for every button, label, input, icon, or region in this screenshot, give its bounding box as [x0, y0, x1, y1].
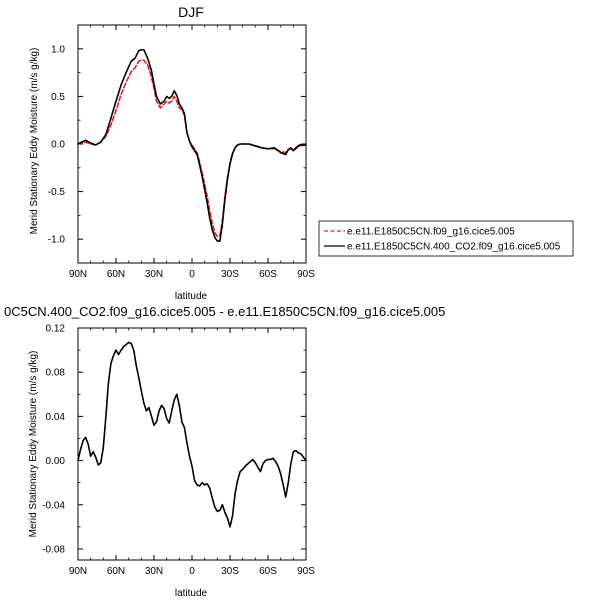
bottom-chart-x-tick-label: 30S	[221, 566, 239, 577]
top-chart-y-tick-label: 0.0	[51, 140, 65, 151]
bottom-chart-y-tick-label: 0.04	[46, 412, 66, 423]
bottom-chart-title: 0C5CN.400_CO2.f09_g16.cice5.005 - e.e11.…	[4, 304, 445, 319]
top-chart-series	[77, 48, 307, 242]
top-chart-x-tick-label: 60N	[107, 269, 125, 280]
bottom-chart-series-line-co2	[77, 341, 307, 528]
top-chart-title: DJF	[178, 4, 204, 20]
bottom-chart-x-tick-label: 90N	[69, 566, 87, 577]
bottom-chart-x-tick-label: 30N	[145, 566, 163, 577]
bottom-chart-series	[77, 341, 307, 528]
bottom-chart-ticks: 90N 60N 30N 0 30S 60S 90S 0.12 0.08 0.04 0.00 -0.04…	[42, 324, 315, 578]
bottom-chart-frame	[77, 327, 307, 561]
top-chart-y-tick-label: -0.5	[48, 187, 66, 198]
bottom-chart-x-tick-label: 60S	[259, 566, 277, 577]
top-chart-x-tick-label: 30N	[145, 269, 163, 280]
bottom-chart-y-axis-label: Merid Stationary Eddy Moisture (m/s g/kg…	[28, 351, 39, 538]
top-chart-x-tick-label: 60S	[259, 269, 277, 280]
top-chart-x-tick-label: 90S	[297, 269, 315, 280]
bottom-chart-y-tick-label: -0.04	[42, 500, 65, 511]
bottom-chart-y-tick-label: 0.12	[46, 324, 66, 335]
legend-label-co2: e.e11.E1850C5CN.400_CO2.f09_g16.cice5.00…	[347, 242, 561, 253]
bottom-chart-y-tick-label: -0.08	[42, 544, 65, 555]
bottom-chart-x-tick-label: 0	[189, 566, 195, 577]
top-chart-x-tick-label: 30S	[221, 269, 239, 280]
top-chart-y-tick-label: 0.5	[51, 92, 65, 103]
legend-box	[318, 220, 574, 257]
top-chart-x-tick-label: 90N	[69, 269, 87, 280]
legend: e.e11.E1850C5CN.f09_g16.cice5.005 e.e11.…	[318, 220, 574, 257]
bottom-chart-y-tick-label: 0.00	[46, 456, 66, 467]
bottom-chart-y-tick-label: 0.08	[46, 368, 66, 379]
top-chart-y-tick-label: -1.0	[48, 235, 66, 246]
top-chart-frame	[77, 24, 307, 264]
bottom-chart-x-tick-label: 90S	[297, 566, 315, 577]
top-chart-y-axis-label: Merid Stationary Eddy Moisture (m/s g/kg…	[29, 48, 40, 235]
bottom-chart-panel: 0C5CN.400_CO2.f09_g16.cice5.005 - e.e11.…	[4, 304, 445, 599]
legend-label-control: e.e11.E1850C5CN.f09_g16.cice5.005	[347, 227, 515, 238]
top-chart-x-axis-label: latitude	[175, 291, 208, 302]
bottom-chart-x-tick-label: 60N	[107, 566, 125, 577]
bottom-chart-x-axis-label: latitude	[175, 588, 208, 599]
top-chart-ticks: 90N 60N 30N 0 30S 60S 90S 1.0 0.5 0.0 -0.5 -1.0	[48, 24, 315, 280]
top-chart-series-line-co2	[77, 48, 307, 242]
top-chart-panel: DJF Merid Stationary Eddy Moisture (m/s …	[29, 4, 315, 302]
top-chart-x-tick-label: 0	[189, 269, 195, 280]
top-chart-y-tick-label: 1.0	[51, 44, 65, 55]
